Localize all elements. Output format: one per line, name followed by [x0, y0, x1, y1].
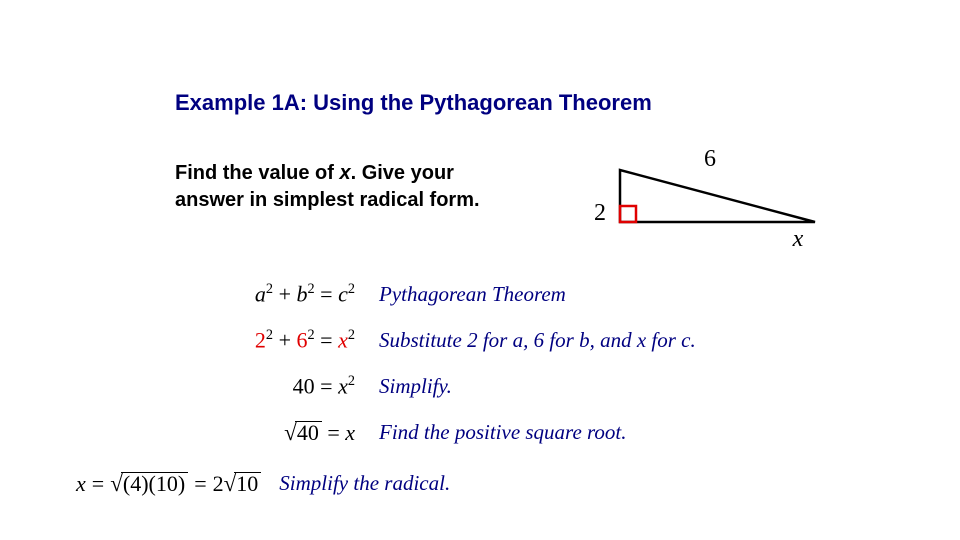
solution-steps: a2 + b2 = c2 Pythagorean Theorem 22 + 62… [175, 280, 696, 464]
var-b: b [297, 281, 308, 306]
step-4: √40 = x Find the positive square root. [175, 418, 696, 446]
explain-1: Pythagorean Theorem [379, 282, 566, 307]
explain-2: Substitute 2 for a, 6 for b, and x for c… [379, 328, 696, 353]
explain-4: Find the positive square root. [379, 420, 627, 445]
equation-substitute: 22 + 62 = x2 [175, 327, 379, 353]
fac-4: 4 [130, 471, 141, 496]
step-3: 40 = x2 Simplify. [175, 372, 696, 400]
var-x: x [338, 373, 348, 398]
rad-10: 10 [234, 472, 261, 495]
label-b: 6 [704, 150, 716, 172]
prompt-pre: Find the value of [175, 162, 339, 184]
explain-3: Simplify. [379, 374, 452, 399]
sub-b: 6 [297, 327, 308, 352]
sub-a: 2 [255, 327, 266, 352]
fac-10: 10 [156, 471, 178, 496]
problem-prompt: Find the value of x. Give your answer in… [175, 160, 495, 214]
sqrt-10: √10 [224, 470, 262, 497]
final-lhs: x [76, 471, 86, 497]
var-a: a [255, 281, 266, 306]
step-5: x = √(4)(10) = 2√10 Simplify the radical… [76, 470, 450, 497]
equation-pythagorean: a2 + b2 = c2 [175, 281, 379, 307]
prompt-var: x [339, 162, 350, 184]
equation-simplify: 40 = x2 [175, 373, 379, 399]
right-angle-icon [620, 206, 636, 222]
radicand-40: 40 [295, 421, 322, 444]
label-a: 2 [594, 200, 606, 226]
triangle-diagram: 6 2 x [560, 150, 830, 250]
step-1: a2 + b2 = c2 Pythagorean Theorem [175, 280, 696, 308]
triangle-shape [620, 170, 815, 222]
sub-c: x [338, 327, 348, 352]
explain-5: Simplify the radical. [279, 471, 450, 496]
rhs-x: x [345, 420, 355, 445]
sum-40: 40 [293, 373, 315, 398]
coef-2: 2 [213, 471, 224, 497]
label-hypotenuse: x [792, 226, 804, 250]
step-2: 22 + 62 = x2 Substitute 2 for a, 6 for b… [175, 326, 696, 354]
var-c: c [338, 281, 348, 306]
sqrt-factored: √(4)(10) [110, 470, 188, 497]
example-title: Example 1A: Using the Pythagorean Theore… [175, 90, 652, 116]
equation-sqrt: √40 = x [175, 419, 379, 446]
sqrt-40: √40 [284, 419, 322, 446]
